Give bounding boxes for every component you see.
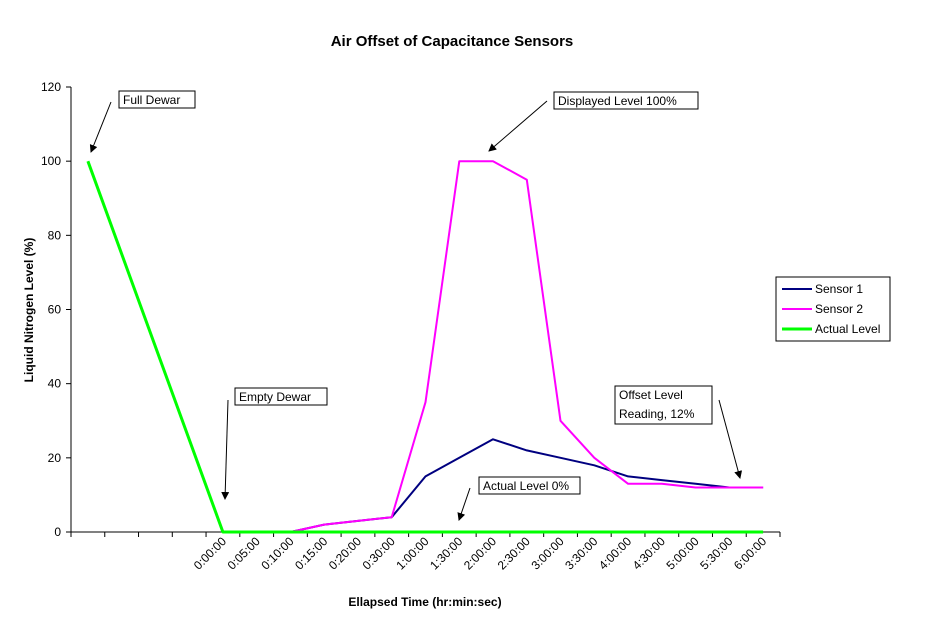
chart-title: Air Offset of Capacitance Sensors bbox=[331, 33, 574, 50]
y-tick-label: 120 bbox=[41, 80, 61, 94]
legend-label: Sensor 1 bbox=[815, 282, 863, 296]
legend: Sensor 1 Sensor 2 Actual Level bbox=[775, 276, 891, 342]
annotation-box bbox=[614, 385, 713, 425]
annotations: Full Dewar Displayed Level 100% Empty Dewa… bbox=[89, 90, 743, 521]
x-tick-label: 2:30:00 bbox=[495, 534, 533, 572]
annotation-box bbox=[234, 387, 328, 406]
annotation-text: Reading, 12% bbox=[619, 407, 695, 421]
x-tick-label: 0:00:00 bbox=[191, 534, 229, 572]
annotation-arrow bbox=[457, 487, 471, 521]
legend-label: Sensor 2 bbox=[815, 302, 863, 316]
x-tick-label: 4:30:00 bbox=[630, 534, 668, 572]
x-tick-label: 5:30:00 bbox=[697, 534, 735, 572]
annotation-arrow bbox=[221, 399, 230, 500]
x-tick-label: 1:00:00 bbox=[393, 534, 431, 572]
annotation-text: Displayed Level 100% bbox=[558, 94, 677, 108]
legend-label: Actual Level bbox=[815, 322, 880, 336]
annotation-text: Full Dewar bbox=[123, 93, 180, 107]
series-line-3 bbox=[86, 160, 764, 534]
x-tick-label: 5:00:00 bbox=[663, 534, 701, 572]
y-tick-label: 20 bbox=[48, 451, 62, 465]
annotation-box bbox=[553, 91, 699, 110]
series-layer bbox=[86, 160, 764, 534]
x-axis-title: Ellapsed Time (hr:min:sec) bbox=[348, 595, 501, 609]
x-tick-label: 2:00:00 bbox=[461, 534, 499, 572]
annotation-box bbox=[478, 476, 581, 495]
annotation-text: Offset Level bbox=[619, 388, 683, 402]
annotation-arrow bbox=[488, 100, 548, 152]
y-tick-label: 80 bbox=[48, 228, 62, 242]
annotation-text: Empty Dewar bbox=[239, 390, 311, 404]
x-tick-label: 0:30:00 bbox=[360, 534, 398, 572]
x-tick-label: 1:30:00 bbox=[427, 534, 465, 572]
axes: 0 20 40 60 80 100 120 0:00:000:05:000:10:000:15… bbox=[41, 80, 781, 572]
y-axis-title: Liquid Nitrogen Level (%) bbox=[22, 238, 36, 383]
annotation-arrow bbox=[718, 399, 743, 479]
annotation-text: Actual Level 0% bbox=[483, 479, 569, 493]
annotation-box bbox=[118, 90, 196, 109]
x-tick-label: 0:05:00 bbox=[225, 534, 263, 572]
series-line-2 bbox=[222, 160, 764, 533]
x-tick-label: 6:00:00 bbox=[731, 534, 769, 572]
annotation-arrow bbox=[89, 101, 112, 153]
y-tick-label: 100 bbox=[41, 154, 61, 168]
x-tick-label: 3:00:00 bbox=[528, 534, 566, 572]
x-tick-label: 3:30:00 bbox=[562, 534, 600, 572]
x-tick-label: 0:20:00 bbox=[326, 534, 364, 572]
y-tick-label: 40 bbox=[48, 377, 62, 391]
y-tick-label: 60 bbox=[48, 303, 62, 317]
y-tick-label: 0 bbox=[54, 525, 61, 539]
x-tick-label: 0:10:00 bbox=[258, 534, 296, 572]
x-tick-label: 4:00:00 bbox=[596, 534, 634, 572]
x-tick-label: 0:15:00 bbox=[292, 534, 330, 572]
